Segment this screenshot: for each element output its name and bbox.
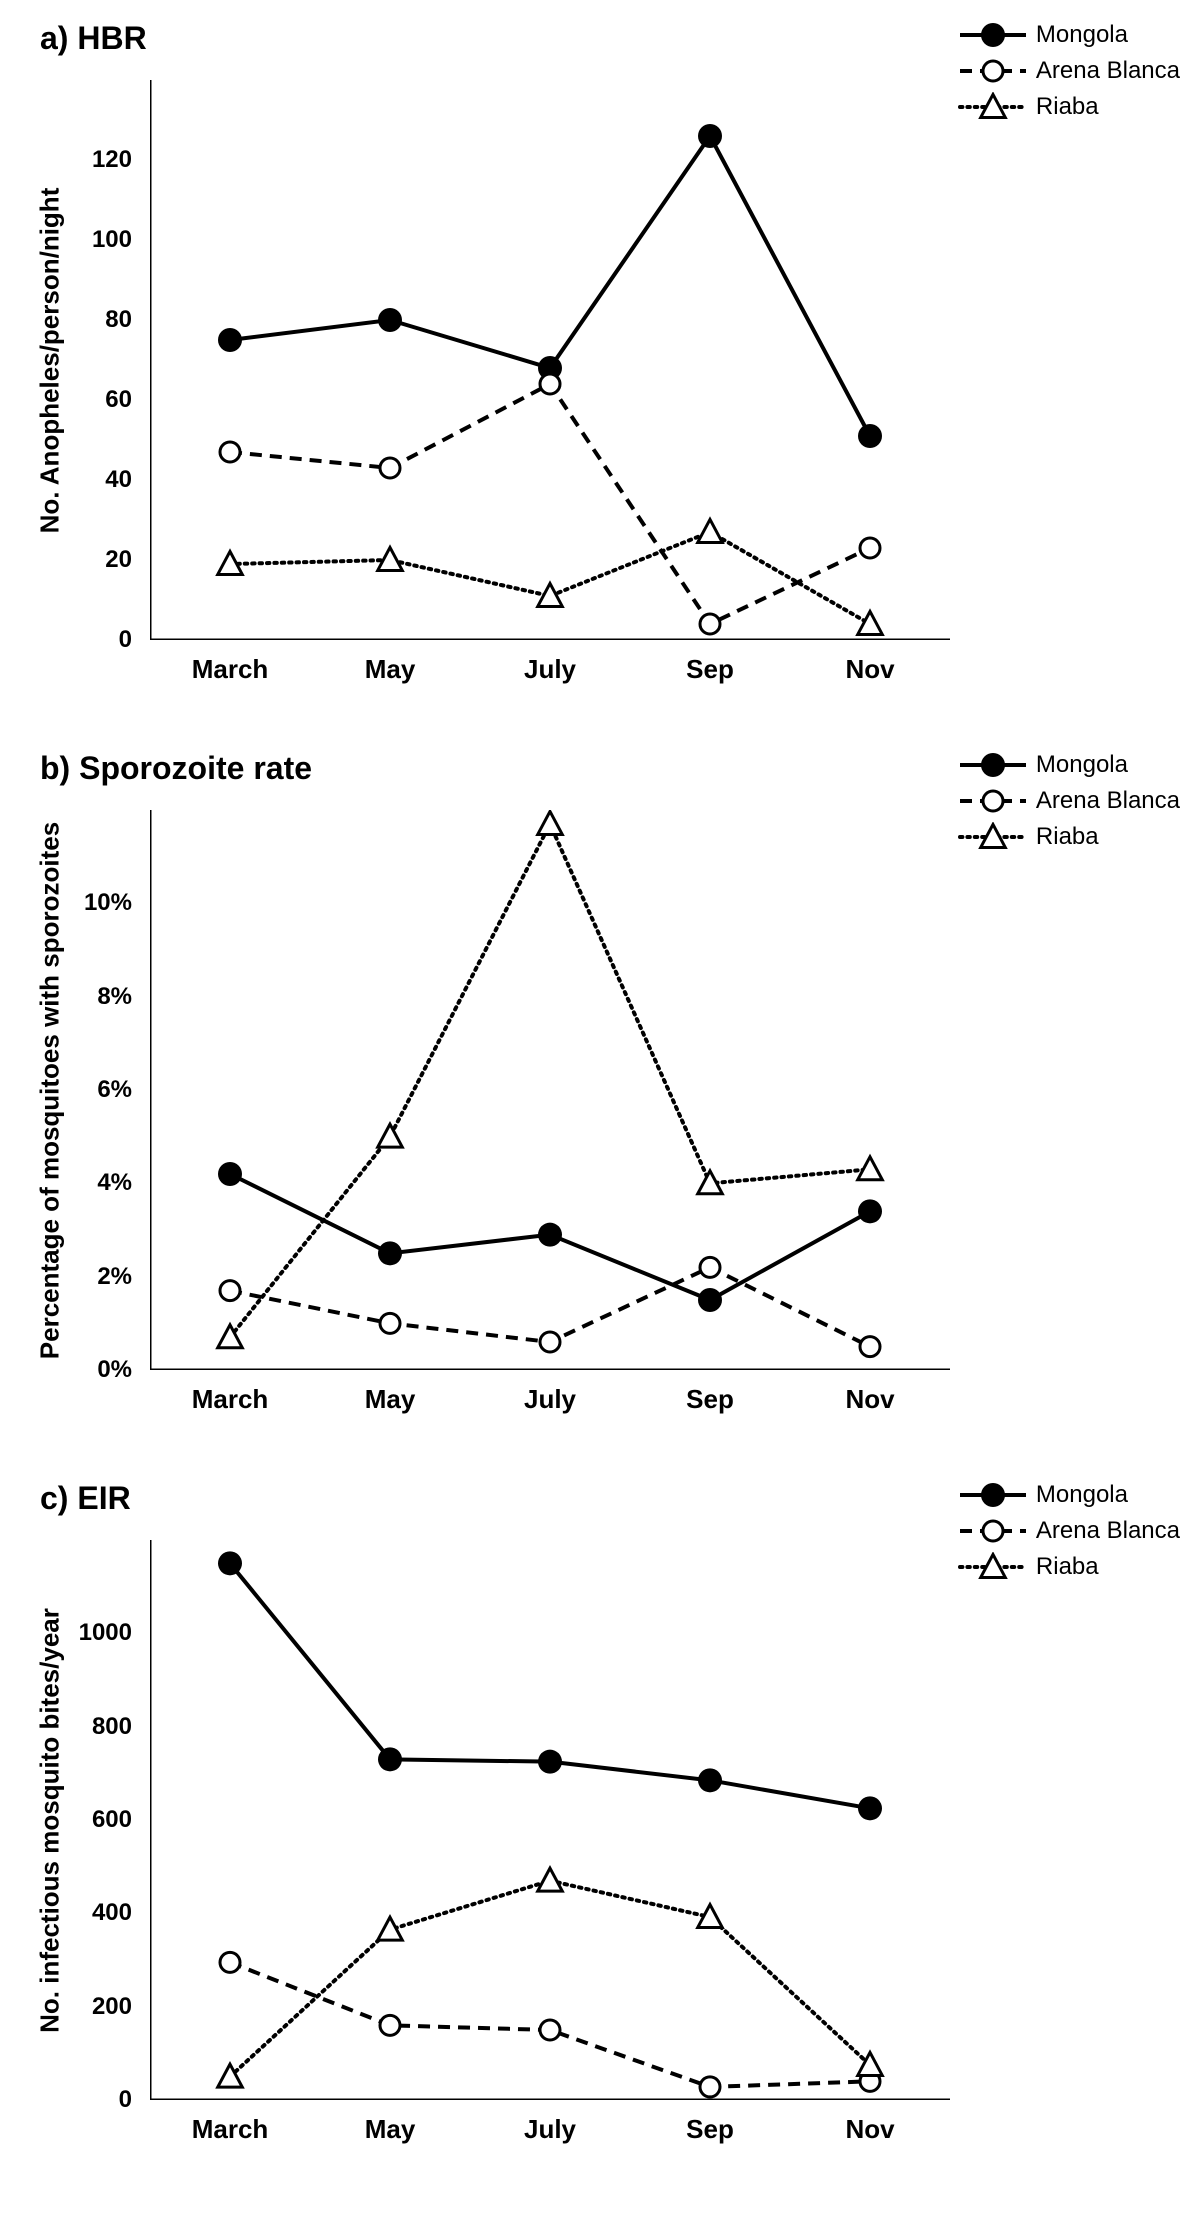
- legend-label: Mongola: [1036, 1481, 1128, 1509]
- y-tick-label: 6%: [97, 1076, 132, 1104]
- y-tick-label: 200: [92, 1993, 132, 2021]
- legend: Mongola Arena Blanca Riaba: [958, 750, 1180, 858]
- legend-item: Mongola: [958, 20, 1180, 50]
- legend-label: Mongola: [1036, 21, 1128, 49]
- y-axis-label: No. infectious mosquito bites/year: [35, 1541, 66, 2101]
- legend-item: Riaba: [958, 1552, 1180, 1582]
- panel-label-letter: c): [40, 1480, 68, 1516]
- legend-swatch: [958, 750, 1028, 780]
- y-tick-label: 400: [92, 1899, 132, 1927]
- y-tick-label: 20: [105, 546, 132, 574]
- legend-label: Arena Blanca: [1036, 1517, 1180, 1545]
- x-tick-label: March: [192, 654, 269, 685]
- x-tick-label: July: [524, 1384, 576, 1415]
- legend-item: Arena Blanca: [958, 1516, 1180, 1546]
- legend: Mongola Arena Blanca Riaba: [958, 1480, 1180, 1588]
- legend-swatch: [958, 1552, 1028, 1582]
- y-tick-label: 0: [119, 2086, 132, 2114]
- panel-b: b) Sporozoite rate Mongola Arena Blanca Ria…: [20, 750, 1180, 1440]
- legend-label: Riaba: [1036, 93, 1099, 121]
- panel-title: b) Sporozoite rate: [40, 750, 312, 787]
- legend-swatch: [958, 822, 1028, 852]
- y-tick-label: 4%: [97, 1169, 132, 1197]
- y-tick-label: 600: [92, 1806, 132, 1834]
- x-tick-label: March: [192, 2114, 269, 2145]
- legend: Mongola Arena Blanca Riaba: [958, 20, 1180, 128]
- panel-a: a) HBR Mongola Arena Blanca Riaba No. Anophe…: [20, 20, 1180, 710]
- panel-title: a) HBR: [40, 20, 147, 57]
- x-tick-label: Nov: [845, 654, 894, 685]
- x-tick-label: May: [365, 2114, 416, 2145]
- chart-area: [150, 810, 950, 1370]
- x-tick-label: July: [524, 2114, 576, 2145]
- y-axis-label: No. Anopheles/person/night: [35, 81, 66, 641]
- chart-area: [150, 80, 950, 640]
- x-tick-label: May: [365, 1384, 416, 1415]
- y-tick-label: 60: [105, 386, 132, 414]
- legend-swatch: [958, 92, 1028, 122]
- y-tick-label: 10%: [84, 889, 132, 917]
- y-tick-label: 2%: [97, 1263, 132, 1291]
- x-tick-label: May: [365, 654, 416, 685]
- y-tick-label: 0: [119, 626, 132, 654]
- legend-label: Arena Blanca: [1036, 787, 1180, 815]
- panel-label-letter: b): [40, 750, 70, 786]
- x-tick-label: Nov: [845, 2114, 894, 2145]
- y-tick-label: 80: [105, 306, 132, 334]
- x-tick-label: Sep: [686, 1384, 734, 1415]
- y-tick-label: 100: [92, 226, 132, 254]
- chart-area: [150, 1540, 950, 2100]
- legend-item: Riaba: [958, 822, 1180, 852]
- panel-label-title: Sporozoite rate: [79, 750, 312, 786]
- y-tick-label: 1000: [79, 1619, 132, 1647]
- x-tick-label: March: [192, 1384, 269, 1415]
- legend-swatch: [958, 1480, 1028, 1510]
- y-tick-label: 0%: [97, 1356, 132, 1384]
- x-tick-label: Sep: [686, 654, 734, 685]
- x-tick-label: Sep: [686, 2114, 734, 2145]
- legend-item: Arena Blanca: [958, 56, 1180, 86]
- legend-swatch: [958, 1516, 1028, 1546]
- legend-label: Riaba: [1036, 823, 1099, 851]
- panel-label-title: HBR: [77, 20, 146, 56]
- legend-label: Arena Blanca: [1036, 57, 1180, 85]
- legend-item: Riaba: [958, 92, 1180, 122]
- figure-container: a) HBR Mongola Arena Blanca Riaba No. Anophe…: [20, 20, 1180, 2170]
- legend-item: Mongola: [958, 1480, 1180, 1510]
- x-tick-label: Nov: [845, 1384, 894, 1415]
- legend-swatch: [958, 786, 1028, 816]
- legend-item: Mongola: [958, 750, 1180, 780]
- panel-c: c) EIR Mongola Arena Blanca Riaba No. infect…: [20, 1480, 1180, 2170]
- y-tick-label: 8%: [97, 983, 132, 1011]
- y-tick-label: 40: [105, 466, 132, 494]
- x-tick-label: July: [524, 654, 576, 685]
- panel-title: c) EIR: [40, 1480, 131, 1517]
- legend-label: Riaba: [1036, 1553, 1099, 1581]
- legend-label: Mongola: [1036, 751, 1128, 779]
- legend-item: Arena Blanca: [958, 786, 1180, 816]
- y-tick-label: 120: [92, 146, 132, 174]
- legend-swatch: [958, 20, 1028, 50]
- y-axis-label: Percentage of mosquitoes with sporozoite…: [35, 811, 66, 1371]
- legend-swatch: [958, 56, 1028, 86]
- panel-label-letter: a): [40, 20, 68, 56]
- panel-label-title: EIR: [77, 1480, 130, 1516]
- y-tick-label: 800: [92, 1713, 132, 1741]
